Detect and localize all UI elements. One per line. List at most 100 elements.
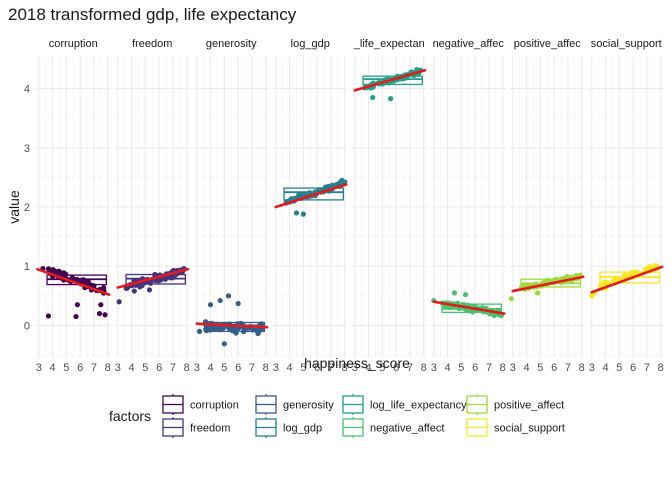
x-tick-label: 5 [537,362,543,374]
x-tick-label: 3 [36,362,42,374]
x-tick-label: 5 [458,362,464,374]
data-point [74,302,80,308]
x-tick-label: 7 [170,362,176,374]
facet-strip-label: positive_affec [514,38,582,50]
data-point [196,328,203,334]
legend-label: freedom [190,423,230,435]
chart-title: 2018 transformed gdp, life expectancy [8,5,297,24]
x-tick-label: 8 [421,362,427,374]
data-point [73,313,79,320]
legend-label: corruption [190,400,239,412]
legend-item-freedom: freedom [162,417,230,438]
x-tick-label: 6 [314,362,320,374]
data-point [534,290,541,296]
x-axis-title: happiness_score [304,355,410,371]
data-point [370,94,376,101]
facet-strip-label: freedom [132,38,172,50]
data-point [300,211,306,217]
x-tick-label: 4 [286,362,292,374]
legend-label: positive_affect [494,400,564,412]
data-point [137,284,143,290]
legend-title: factors [109,408,151,424]
facet-strip-label: generosity [206,38,257,50]
data-point [102,312,108,318]
data-point [98,302,104,308]
x-tick-label: 4 [128,362,134,374]
y-tick-label: 1 [24,261,30,273]
x-tick-label: 5 [616,362,622,374]
x-tick-label: 8 [658,362,664,374]
x-tick-label: 6 [77,362,83,374]
data-point [235,300,241,307]
facet-panel-log_gdp: log_gdp 3 4 5 6 7 8 [273,38,348,374]
legend-item-corruption: corruption [162,394,239,415]
boxplot-box [362,75,424,86]
data-point [225,293,232,299]
regression-line [511,275,585,293]
y-tick-label: 2 [24,202,30,214]
x-tick-label: 6 [393,362,399,374]
data-point [323,184,329,190]
data-point [293,210,300,216]
facet-strip-label: _life_expectan [353,38,425,50]
x-tick-label: 8 [500,362,506,374]
legend-label: generosity [283,400,334,412]
y-tick-label: 3 [24,143,30,155]
y-axis: 0 1 2 3 4 [24,84,30,333]
y-tick-label: 4 [24,84,30,96]
x-tick-label: 6 [235,362,241,374]
data-point [462,292,469,298]
legend-item-positive_affect: positive_affect [466,394,564,415]
facet-strip-label: log_gdp [291,38,330,50]
x-tick-label: 3 [510,362,516,374]
facet-panel-freedom: freedom 3 4 5 6 7 8 [115,38,190,374]
x-tick-label: 3 [273,362,279,374]
regression-line [116,267,190,289]
x-tick-label: 8 [184,362,190,374]
facet-panel-log_life_expectancy: _life_expectan 3 4 5 6 7 8 [352,38,427,374]
y-axis-title: value [6,190,22,224]
x-tick-label: 4 [444,362,450,374]
x-tick-label: 5 [379,362,385,374]
x-tick-label: 7 [407,362,413,374]
regression-line [353,68,427,92]
x-tick-label: 4 [365,362,371,374]
x-tick-label: 7 [328,362,334,374]
data-point [131,288,137,294]
y-tick-label: 0 [24,320,30,332]
regression-line [590,265,664,294]
legend-item-log_life_expectancy: log_life_expectancy [342,394,467,415]
x-tick-label: 5 [63,362,69,374]
x-tick-label: 5 [300,362,306,374]
x-tick-label: 5 [142,362,148,374]
x-tick-label: 7 [565,362,571,374]
facet-strip-label: corruption [49,38,98,50]
data-point [217,297,223,304]
data-point [96,310,103,317]
data-point [207,302,214,308]
data-point [116,299,122,305]
x-tick-label: 3 [352,362,358,374]
facet-panel-corruption: corruption 3 4 5 6 7 8 [36,38,111,374]
x-tick-label: 4 [602,362,608,374]
data-point [45,313,52,319]
legend-item-generosity: generosity [255,394,334,415]
legend-item-negative_affect: negative_affect [342,417,444,438]
facet-strip-label: social_support [591,38,662,50]
data-point [221,341,227,347]
boxplot-box [283,187,345,201]
x-tick-label: 6 [156,362,162,374]
legend-label: social_support [494,423,565,435]
data-point [508,296,514,302]
regression-line [36,267,111,296]
x-tick-label: 8 [579,362,585,374]
x-tick-label: 7 [91,362,97,374]
x-tick-label: 3 [194,362,200,374]
x-tick-label: 4 [523,362,529,374]
legend-label: log_life_expectancy [370,400,467,412]
legend: factors corruption freedom generosity log_g… [109,394,565,438]
data-point [451,290,458,296]
x-tick-label: 7 [644,362,650,374]
facet-panel-social_support: social_support 3 4 5 6 7 8 [589,38,664,374]
